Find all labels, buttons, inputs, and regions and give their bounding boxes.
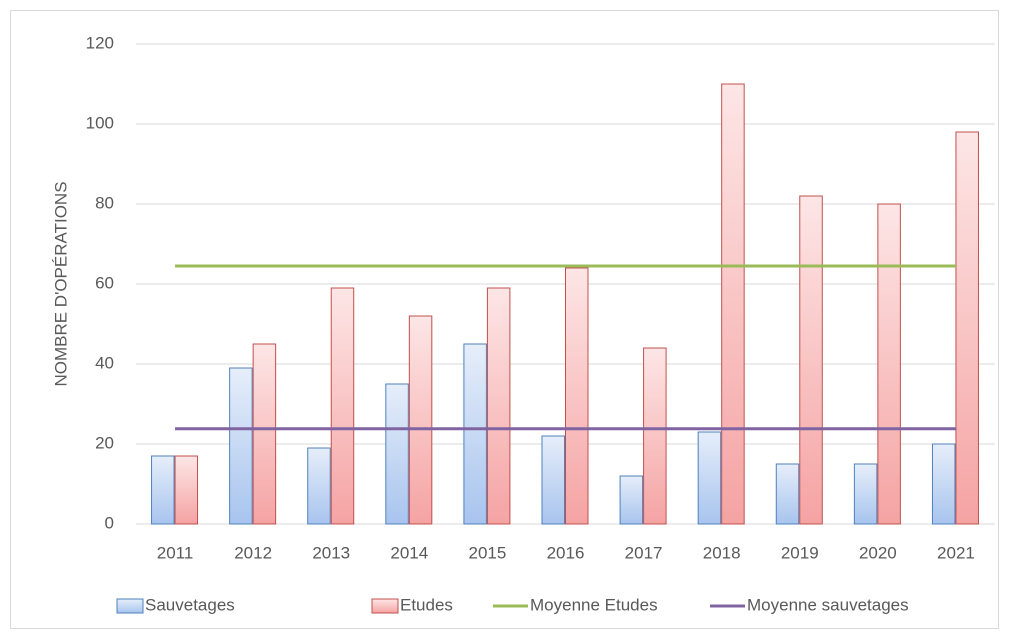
bar (565, 267, 589, 525)
bar (330, 287, 355, 525)
bar (619, 475, 644, 525)
legend-label: Moyenne Etudes (530, 595, 658, 614)
bar (955, 131, 979, 525)
y-tick-label: 0 (105, 513, 114, 532)
bar (229, 367, 253, 525)
bar (697, 431, 722, 525)
legend-label: Moyenne sauvetages (747, 595, 909, 614)
bar (307, 447, 331, 525)
x-tick-label: 2016 (547, 543, 585, 562)
bar (931, 443, 956, 525)
x-tick-label: 2013 (312, 543, 350, 562)
x-tick-label: 2018 (703, 543, 741, 562)
bar (486, 287, 511, 525)
x-tick-label: 2020 (859, 543, 897, 562)
y-tick-label: 40 (95, 353, 114, 372)
bar (541, 435, 565, 525)
bar (252, 343, 277, 525)
bar (721, 83, 745, 525)
legend-label: Etudes (400, 595, 453, 614)
y-tick-label: 100 (86, 113, 114, 132)
y-axis-label: NOMBRE D'OPÉRATIONS (51, 181, 70, 386)
bar (174, 455, 199, 525)
x-tick-label: 2011 (157, 543, 194, 562)
legend-label: Sauvetages (145, 595, 235, 614)
bar (853, 463, 878, 525)
bar (151, 455, 175, 525)
bar (877, 203, 901, 525)
x-tick-label: 2012 (234, 543, 272, 562)
y-tick-label: 20 (95, 433, 114, 452)
bar (643, 347, 667, 525)
bar (775, 463, 800, 525)
x-tick-label: 2017 (625, 543, 663, 562)
y-tick-label: 80 (95, 193, 114, 212)
x-tick-label: 2014 (390, 543, 428, 562)
bar (799, 195, 823, 525)
legend-swatch (116, 598, 144, 614)
bar (408, 315, 433, 525)
bar (463, 343, 487, 525)
legend-swatch (371, 598, 399, 614)
bar (385, 383, 409, 525)
x-tick-label: 2019 (781, 543, 819, 562)
x-tick-label: 2021 (937, 543, 975, 562)
y-tick-label: 120 (86, 33, 114, 52)
y-tick-label: 60 (95, 273, 114, 292)
x-tick-label: 2015 (468, 543, 506, 562)
